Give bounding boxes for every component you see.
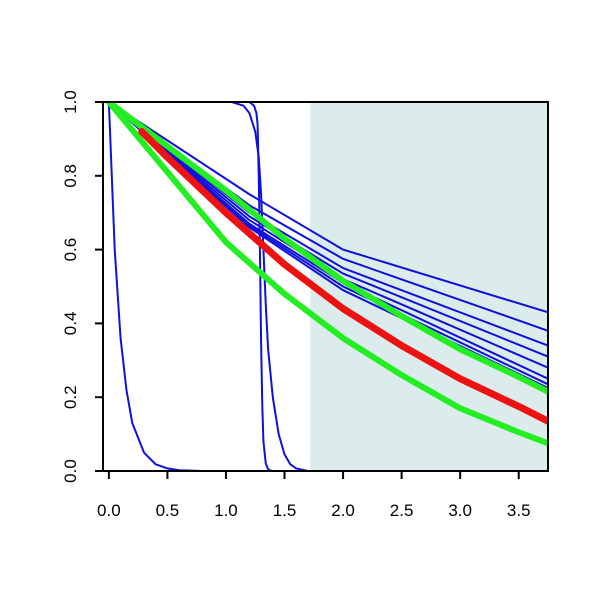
y-tick-label: 0.0 [61,459,80,483]
series-line-12 [105,102,548,395]
y-tick-label: 0.6 [61,238,80,262]
x-tick-label: 1.0 [214,501,238,520]
y-tick-label: 0.4 [61,312,80,336]
plot-frame [102,101,549,472]
y-tick-label: 0.8 [61,164,80,188]
x-tick-label: 2.0 [331,501,355,520]
series-line-14 [138,128,548,425]
series-line-13 [105,102,548,447]
x-tick-label: 2.5 [390,501,414,520]
y-tick-label: 1.0 [61,90,80,114]
series-line-1 [107,102,548,471]
x-tick-label: 3.5 [507,501,531,520]
x-tick-label: 0.5 [156,501,180,520]
x-tick-label: 0.0 [97,501,121,520]
series-layer [105,102,548,471]
axes: 0.0 0.5 1.0 1.5 2.0 2.5 3.0 3.5 0.0 0.2 0.4 0.6 0.8 1… [61,90,549,520]
series-line-4 [107,102,548,314]
x-tick-label: 3.0 [448,501,472,520]
y-tick-label: 0.2 [61,385,80,409]
x-tick-label: 1.5 [273,501,297,520]
series-line-3 [107,102,548,471]
shaded-region [310,102,548,471]
